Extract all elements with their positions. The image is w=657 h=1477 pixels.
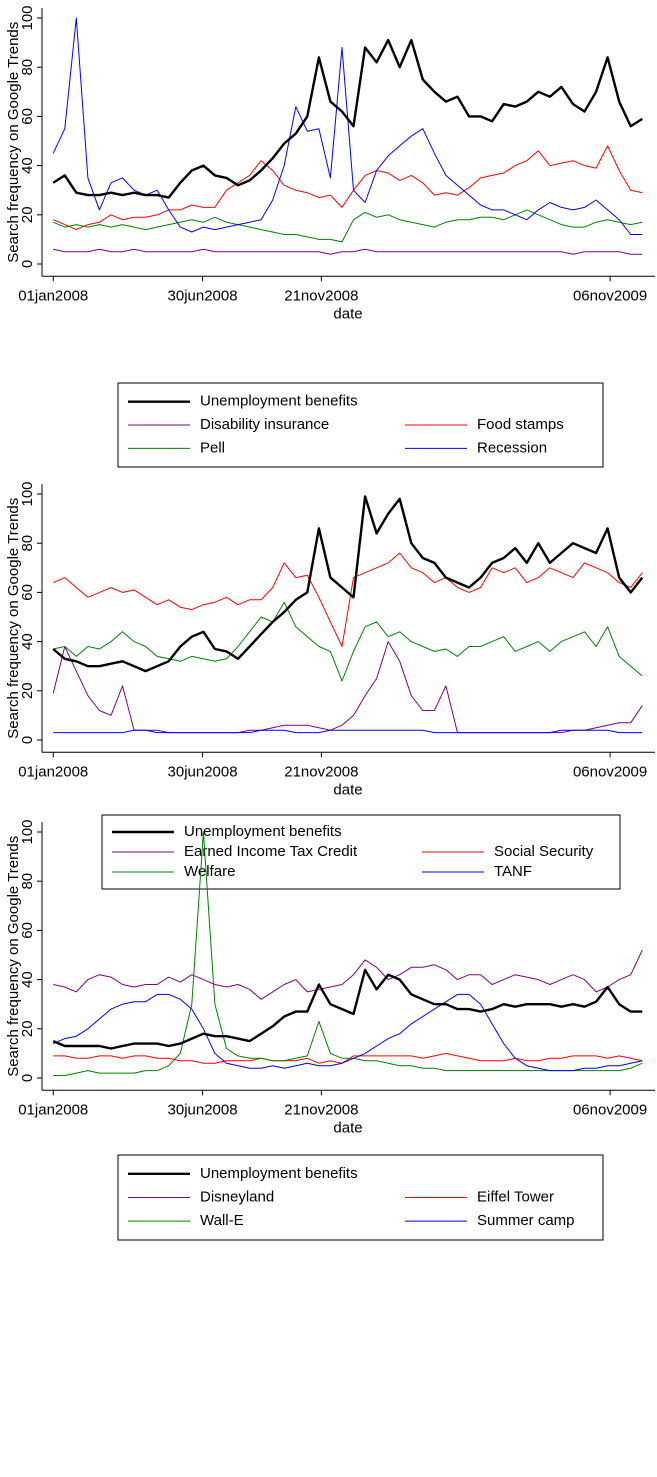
legend-label: Recession (477, 439, 547, 456)
x-tick-label: 21nov2008 (284, 287, 358, 304)
x-axis-label: date (333, 1119, 362, 1136)
legend-label: Food stamps (477, 416, 564, 433)
x-tick-label: 30jun2008 (168, 287, 238, 304)
y-tick-label: 100 (19, 819, 36, 844)
series-line (53, 831, 643, 1076)
y-tick-label: 0 (19, 736, 36, 744)
y-tick-label: 20 (19, 206, 36, 223)
y-tick-label: 60 (19, 584, 36, 601)
y-tick-label: 40 (19, 971, 36, 988)
series-line (53, 145, 643, 231)
series-line (52, 495, 644, 673)
legend: Unemployment benefits Earned Income Tax C… (101, 814, 621, 890)
legend-label: Pell (200, 439, 225, 456)
legend-label: Disability insurance (200, 416, 329, 433)
legend-box (101, 814, 621, 890)
y-tick-label: 20 (19, 682, 36, 699)
x-tick-label: 06nov2009 (573, 287, 647, 304)
series-line (53, 601, 643, 682)
y-tick-label: 60 (19, 922, 36, 939)
y-axis-label: Search frequency on Google Trends (5, 836, 22, 1077)
y-axis-label: Search frequency on Google Trends (5, 22, 22, 263)
series-line (52, 38, 643, 199)
y-tick-label: 100 (19, 481, 36, 506)
x-axis-label: date (333, 305, 362, 322)
y-tick-label: 0 (19, 260, 36, 268)
legend-box (117, 1154, 604, 1241)
legend: Unemployment benefits Disneyland Eiffel To… (117, 1154, 604, 1241)
series-line (52, 968, 643, 1050)
y-tick-label: 80 (19, 535, 36, 552)
x-tick-label: 30jun2008 (168, 1101, 238, 1118)
y-tick-label: 40 (19, 633, 36, 650)
x-tick-label: 21nov2008 (284, 763, 358, 780)
legend-label: Disneyland (200, 1188, 274, 1205)
x-tick-label: 01jan2008 (18, 1101, 88, 1118)
y-axis-label: Search frequency on Google Trends (5, 498, 22, 739)
legend-label: Unemployment benefits (200, 393, 358, 410)
legend-label: Eiffel Tower (477, 1188, 554, 1205)
legend-box (117, 382, 604, 468)
legend-label: Social Security (494, 843, 594, 860)
x-tick-label: 21nov2008 (284, 1101, 358, 1118)
legend: Unemployment benefits Disability insuranc… (117, 382, 604, 468)
legend-label: TANF (494, 863, 532, 880)
series-line (53, 729, 643, 734)
y-tick-label: 100 (19, 5, 36, 30)
legend-label: Summer camp (477, 1212, 575, 1229)
legend-label: Earned Income Tax Credit (184, 843, 358, 860)
series-line (53, 209, 643, 243)
x-axis-label: date (333, 781, 362, 798)
series-line (52, 17, 643, 235)
series-line (53, 993, 643, 1072)
legend-label: Unemployment benefits (200, 1165, 358, 1182)
legend-label: Unemployment benefits (184, 823, 342, 840)
series-line (53, 552, 643, 647)
y-tick-label: 20 (19, 1020, 36, 1037)
x-tick-label: 06nov2009 (573, 1101, 647, 1118)
legend-label: Wall-E (200, 1212, 244, 1229)
x-tick-label: 01jan2008 (18, 763, 88, 780)
series-line (53, 949, 643, 1000)
series-line (52, 641, 643, 734)
x-tick-label: 30jun2008 (168, 763, 238, 780)
y-tick-label: 0 (19, 1074, 36, 1082)
y-tick-label: 80 (19, 59, 36, 76)
y-tick-label: 60 (19, 108, 36, 125)
series-line (53, 248, 643, 255)
y-tick-label: 40 (19, 157, 36, 174)
chart-panel: 0 20 40 60 80 100 01jan2008 30jun2008 21nov2008 0… (5, 481, 655, 890)
chart-panel: 0 20 40 60 80 100 01jan2008 30jun2008 21nov2008 0… (5, 5, 655, 468)
chart-panel: 0 20 40 60 80 100 01jan2008 30jun2008 21nov2008 0… (5, 819, 655, 1241)
y-tick-label: 80 (19, 873, 36, 890)
x-tick-label: 01jan2008 (18, 287, 88, 304)
x-tick-label: 06nov2009 (573, 763, 647, 780)
legend-label: Welfare (184, 863, 235, 880)
series-line (53, 1052, 643, 1064)
